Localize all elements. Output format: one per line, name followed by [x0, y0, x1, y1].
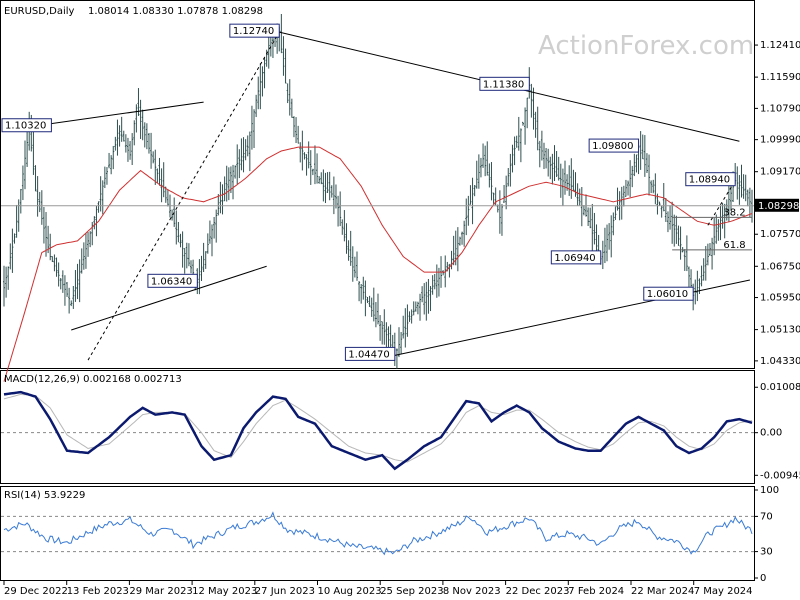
price-label: 1.06340 [151, 276, 192, 287]
price-axis: 1.12410 1.11590 1.10790 1.09990 1.09170 1.082… [1, 40, 800, 367]
price-axis-label: 1.11590 [760, 72, 800, 83]
price-layer: 38.2 61.8 1.10320 1.12740 1.11380 1.09800 1.08… [1, 14, 753, 382]
macd-axis-label: 0.00 [760, 428, 782, 439]
trend-line [29, 101, 204, 128]
rsi-line [3, 511, 753, 556]
watermark: ActionForex.com [538, 31, 754, 61]
chart-header-symbol: EURUSD,Daily [4, 6, 75, 17]
price-axis-label: 1.12410 [760, 40, 800, 51]
current-price-tag [755, 198, 799, 212]
price-axis-label: 1.05950 [760, 293, 800, 304]
price-label: 1.09800 [592, 141, 633, 152]
rsi-panel-frame [0, 486, 755, 581]
price-label: 1.04470 [348, 349, 389, 360]
price-label-box [1, 118, 52, 133]
rsi-layer [1, 511, 754, 556]
time-axis-label: 29 Dec 2022 [4, 586, 68, 597]
time-axis-label: 27 Jun 2023 [255, 586, 315, 597]
rsi-axis-label: 30 [760, 547, 773, 558]
price-label: 1.12740 [233, 26, 274, 37]
time-axis-label: 25 Sep 2023 [380, 586, 443, 597]
macd-main-line [3, 390, 753, 471]
price-axis-label: 1.04330 [760, 356, 800, 367]
rsi-axis-label: 0 [760, 573, 766, 584]
macd-layer [1, 390, 754, 471]
price-axis-label: 1.09990 [760, 135, 800, 146]
price-axis-label: 1.07570 [760, 229, 800, 240]
time-axis-label: 10 Aug 2023 [318, 586, 382, 597]
price-axis-label: 1.05130 [760, 325, 800, 336]
time-axis-label: 8 Nov 2023 [443, 586, 501, 597]
time-axis-label: 22 Mar 2024 [631, 586, 694, 597]
time-axis-label: 22 Dec 2023 [506, 586, 570, 597]
price-label-box [588, 138, 640, 153]
time-axis-label: 29 Mar 2023 [129, 586, 192, 597]
price-label: 1.06940 [554, 253, 595, 264]
time-axis-label: 7 May 2024 [694, 586, 753, 597]
price-label-box [685, 172, 736, 187]
price-label: 1.10320 [5, 121, 46, 132]
price-panel-frame [0, 0, 755, 369]
price-label-box [550, 250, 602, 265]
rsi-axis: 100 70 30 0 [754, 485, 779, 584]
chart-header-ohlc: 1.08014 1.08330 1.07878 1.08298 [88, 6, 263, 17]
price-axis-label: 1.06750 [760, 261, 800, 272]
trend-line [71, 265, 267, 331]
price-axis-label: 1.10790 [760, 103, 800, 114]
time-axis-label: 13 Feb 2023 [67, 586, 129, 597]
macd-axis-label: -0.009457 [760, 470, 800, 481]
macd-axis-label: 0.01008 [760, 382, 800, 393]
macd-header: MACD(12,26,9) 0.002168 0.002713 [4, 374, 182, 385]
moving-average-line [3, 146, 753, 382]
price-label-box [479, 76, 530, 91]
fib-label: 38.2 [723, 207, 745, 218]
macd-axis: 0.01008 0.00 -0.009457 [754, 382, 800, 481]
price-label-box [344, 346, 396, 361]
rsi-axis-label: 100 [760, 485, 779, 496]
macd-panel-frame [0, 370, 755, 484]
fib-label: 61.8 [723, 240, 745, 251]
price-label: 1.11380 [483, 79, 524, 90]
time-axis-label: 12 May 2023 [192, 586, 257, 597]
price-label: 1.08940 [689, 175, 730, 186]
price-axis-label: 1.09170 [760, 167, 800, 178]
current-price-label: 1.08298 [758, 201, 799, 212]
macd-signal-line [3, 393, 753, 463]
price-label: 1.06010 [647, 289, 688, 300]
time-axis-label: 7 Feb 2024 [568, 586, 624, 597]
price-label-box [643, 286, 694, 301]
rsi-header: RSI(14) 53.9229 [4, 490, 85, 501]
rsi-axis-label: 70 [760, 511, 773, 522]
price-label-box [229, 23, 280, 38]
price-label-box [147, 273, 198, 288]
